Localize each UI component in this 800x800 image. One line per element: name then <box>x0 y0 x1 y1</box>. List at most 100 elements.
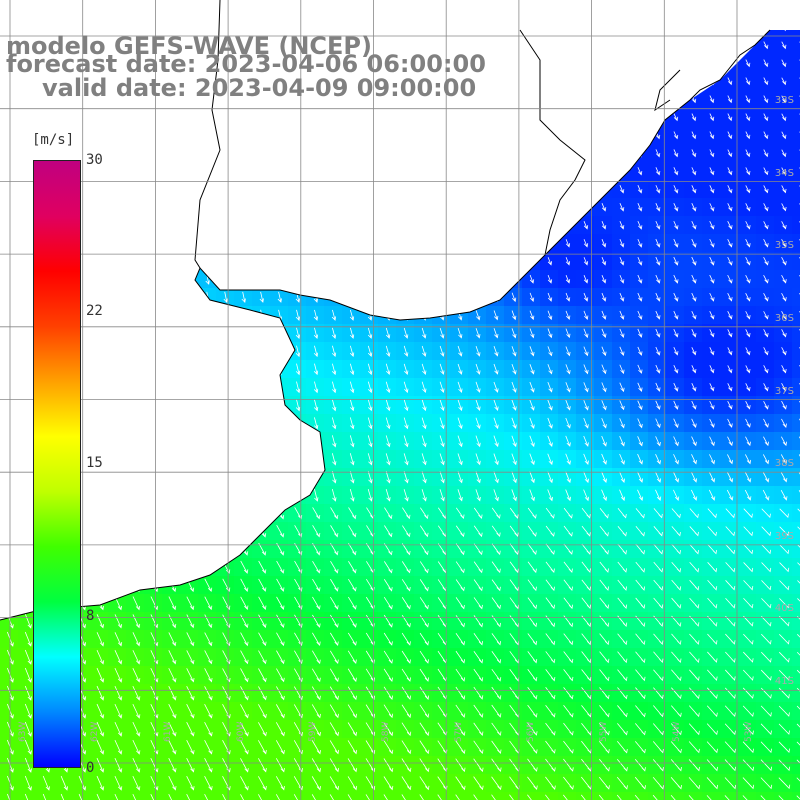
wind-arrow <box>419 650 429 664</box>
wind-arrow <box>563 776 574 790</box>
wind-arrow <box>491 722 502 736</box>
field-cell <box>324 576 342 594</box>
wind-arrow <box>727 95 733 104</box>
wind-arrow <box>473 633 484 646</box>
field-cell <box>306 558 324 576</box>
field-cell <box>414 468 432 486</box>
field-cell <box>360 702 378 720</box>
field-cell <box>576 234 594 252</box>
wind-arrow <box>778 705 790 717</box>
wind-arrow <box>635 651 646 664</box>
field-cell <box>144 720 162 738</box>
wind-arrow <box>419 722 430 737</box>
wind-arrow <box>473 758 484 773</box>
wind-arrow <box>583 417 589 429</box>
wind-arrow <box>655 292 661 302</box>
wind-arrow <box>727 167 733 176</box>
wind-arrow <box>367 363 373 376</box>
wind-arrow <box>349 381 355 394</box>
field-cell <box>738 684 756 702</box>
wind-arrow <box>132 721 141 737</box>
wind-arrow <box>706 687 718 700</box>
field-cell <box>486 522 504 540</box>
wind-arrow <box>473 650 484 664</box>
field-cell <box>468 504 486 522</box>
wind-arrow <box>511 346 517 357</box>
field-cell <box>342 684 360 702</box>
field-cell <box>324 792 342 800</box>
wind-arrow <box>114 721 123 737</box>
field-cell <box>360 720 378 738</box>
field-cell <box>648 504 666 522</box>
field-cell <box>792 738 800 756</box>
field-cell <box>396 792 414 800</box>
field-cell <box>792 684 800 702</box>
field-cell <box>648 180 666 198</box>
field-cell <box>162 666 180 684</box>
field-cell <box>360 648 378 666</box>
wind-arrow <box>240 686 249 701</box>
wind-arrow <box>403 327 409 339</box>
wind-arrow <box>763 293 769 302</box>
wind-arrow <box>240 650 249 665</box>
wind-arrow <box>670 794 676 800</box>
field-cell <box>432 576 450 594</box>
field-cell <box>144 774 162 792</box>
field-cell <box>450 540 468 558</box>
field-cell <box>432 468 450 486</box>
field-cell <box>342 792 360 800</box>
wind-arrow <box>670 741 682 754</box>
wind-arrow <box>706 741 718 754</box>
field-cell <box>738 414 756 432</box>
field-cell <box>324 720 342 738</box>
field-cell <box>702 126 720 144</box>
wind-arrow <box>760 723 772 735</box>
wind-arrow <box>796 759 800 764</box>
field-cell <box>396 432 414 450</box>
wind-arrow <box>24 685 32 701</box>
wind-arrow <box>563 758 574 772</box>
wind-arrow <box>347 794 352 800</box>
wind-arrow <box>565 346 571 357</box>
field-cell <box>324 522 342 540</box>
wind-arrow <box>349 435 355 448</box>
wind-arrow <box>796 723 800 728</box>
wind-arrow <box>385 435 391 448</box>
field-cell <box>630 432 648 450</box>
wind-arrow <box>781 221 787 230</box>
field-cell <box>774 648 792 666</box>
field-cell <box>594 684 612 702</box>
field-cell <box>666 234 684 252</box>
field-cell <box>540 612 558 630</box>
field-cell <box>522 270 540 288</box>
field-cell <box>126 648 144 666</box>
field-cell <box>234 630 252 648</box>
field-cell <box>450 324 468 342</box>
field-cell <box>540 270 558 288</box>
field-cell <box>612 234 630 252</box>
field-cell <box>0 720 18 738</box>
field-cell <box>720 738 738 756</box>
wind-arrow <box>655 310 661 320</box>
wind-arrow <box>619 453 625 465</box>
wind-arrow <box>691 274 697 284</box>
field-cell <box>486 342 504 360</box>
field-cell <box>558 432 576 450</box>
field-cell <box>558 720 576 738</box>
wind-arrow <box>707 633 718 645</box>
wind-arrow <box>745 436 751 447</box>
wind-arrow <box>401 668 411 682</box>
wind-arrow <box>96 667 105 683</box>
valid-date: valid date: 2023-04-09 09:00:00 <box>42 74 477 102</box>
field-cell <box>756 72 774 90</box>
wind-arrow <box>24 739 32 755</box>
field-cell <box>360 522 378 540</box>
field-cell <box>342 378 360 396</box>
wind-arrow <box>563 722 574 736</box>
field-cell <box>684 522 702 540</box>
wind-arrow <box>313 488 319 502</box>
wind-arrow <box>691 185 697 194</box>
wind-arrow <box>275 794 280 800</box>
field-cell <box>720 756 738 774</box>
field-cell <box>324 594 342 612</box>
